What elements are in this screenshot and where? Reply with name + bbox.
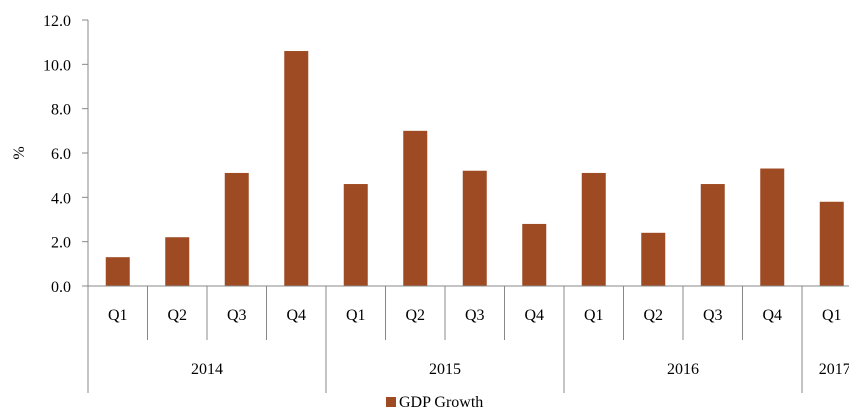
bar	[581, 172, 606, 286]
bar	[462, 170, 487, 286]
bar	[343, 184, 368, 286]
x-year-label: 2016	[667, 361, 699, 378]
bar	[522, 223, 547, 286]
x-tick-label: Q4	[286, 307, 306, 324]
x-year-label: 2015	[429, 361, 461, 378]
y-tick-label: 4.0	[51, 190, 71, 207]
x-tick-label: Q2	[643, 307, 663, 324]
x-tick-label: Q1	[108, 307, 128, 324]
bar	[165, 237, 190, 286]
bar	[224, 172, 249, 286]
bar	[641, 232, 666, 286]
y-axis-label: %	[11, 146, 28, 159]
bar	[700, 184, 725, 286]
x-tick-label: Q3	[227, 307, 247, 324]
bar	[819, 201, 844, 286]
bar	[105, 257, 130, 286]
x-tick-label: Q4	[524, 307, 544, 324]
y-tick-label: 10.0	[43, 57, 71, 74]
x-tick-label: Q4	[762, 307, 782, 324]
y-axis: 0.0 2.0 4.0 6.0 8.0 10.0 12.0	[43, 13, 89, 296]
bar	[403, 130, 428, 286]
x-year-label: 2017	[819, 361, 849, 378]
y-tick-label: 12.0	[43, 13, 71, 30]
x-tick-label: Q2	[167, 307, 187, 324]
y-tick-label: 2.0	[51, 235, 71, 252]
y-tick-label: 8.0	[51, 102, 71, 119]
x-tick-label: Q1	[822, 307, 842, 324]
y-tick-label: 0.0	[51, 279, 71, 296]
x-tick-label: Q2	[405, 307, 425, 324]
bar	[760, 168, 785, 286]
bar	[284, 51, 309, 287]
x-tick-label: Q3	[703, 307, 723, 324]
x-tick-label: Q3	[465, 307, 485, 324]
x-year-label: 2014	[191, 361, 223, 378]
x-tick-label: Q1	[346, 307, 366, 324]
x-tick-label: Q1	[584, 307, 604, 324]
legend: GDP Growth	[386, 394, 483, 411]
y-tick-label: 6.0	[51, 146, 71, 163]
bars	[105, 51, 844, 287]
x-axis: Q1 Q2 Q3 Q4 Q1 Q2 Q3 Q4 Q1 Q2 Q3 Q4 Q1 2014 2015 2016 20…	[87, 285, 849, 393]
legend-swatch	[386, 397, 396, 407]
legend-label: GDP Growth	[399, 394, 483, 411]
